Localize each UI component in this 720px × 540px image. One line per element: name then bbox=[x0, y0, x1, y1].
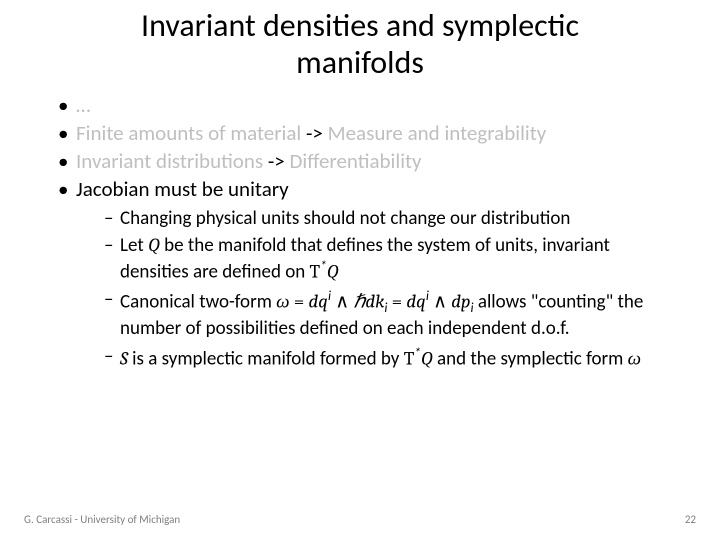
bullet-jacobian: Jacobian must be unitary Changing physic… bbox=[58, 176, 680, 370]
sub-symplectic-manifold: S is a symplectic manifold formed by T*Q… bbox=[104, 345, 680, 371]
footer-page-number: 22 bbox=[685, 513, 696, 526]
math-Q-3: Q bbox=[421, 347, 433, 369]
math-dq-1: dq bbox=[308, 291, 327, 313]
slide-title: Invariant densities and symplectic manif… bbox=[0, 0, 720, 88]
eq-space-1: = bbox=[290, 291, 309, 313]
sub-canonical-two-form: Canonical two-form ω = dqi ∧ ℏdki = dqi … bbox=[104, 288, 680, 340]
bullet-2-part-b: Measure and integrability bbox=[328, 120, 547, 146]
bullet-list: … Finite amounts of material -> Measure … bbox=[0, 92, 720, 371]
math-T-1: T bbox=[310, 260, 321, 282]
sub-2-a: Let bbox=[120, 234, 148, 257]
math-eq: = bbox=[387, 291, 406, 313]
math-star-2: * bbox=[414, 344, 421, 361]
bullet-3-arrow: -> bbox=[268, 148, 290, 174]
sub-let-q: Let Q be the manifold that defines the s… bbox=[104, 234, 680, 284]
math-S: S bbox=[120, 347, 128, 369]
math-hbar: ℏ bbox=[353, 291, 365, 313]
bullet-ellipsis: … bbox=[58, 92, 680, 118]
sub-4-b: and the symplectic form bbox=[433, 347, 628, 370]
math-T-2: T bbox=[404, 347, 415, 369]
sub-4-a: is a symplectic manifold formed by bbox=[128, 347, 404, 370]
math-dq-2: dq bbox=[406, 291, 425, 313]
sub-3-a: Canonical two-form bbox=[120, 291, 276, 314]
bullet-ellipsis-text: … bbox=[76, 92, 91, 118]
bullet-2-part-a: Finite amounts of material bbox=[76, 120, 306, 146]
bullet-finite-amounts: Finite amounts of material -> Measure an… bbox=[58, 120, 680, 146]
bullet-2-arrow: -> bbox=[306, 120, 328, 146]
math-star-1: * bbox=[320, 257, 327, 274]
bullet-invariant-distributions: Invariant distributions -> Differentiabi… bbox=[58, 148, 680, 174]
math-omega-1: ω bbox=[276, 291, 289, 313]
sub-changing-units: Changing physical units should not chang… bbox=[104, 207, 680, 231]
sub-1-text: Changing physical units should not chang… bbox=[120, 207, 570, 230]
math-dk: dk bbox=[365, 291, 384, 313]
math-dp: dp bbox=[451, 291, 470, 313]
math-Q-2: Q bbox=[327, 260, 339, 282]
footer-author: G. Carcassi - University of Michigan bbox=[24, 513, 180, 526]
bullet-3-part-a: Invariant distributions bbox=[76, 148, 268, 174]
bullet-3-part-b: Differentiability bbox=[290, 148, 422, 174]
math-wedge-2: ∧ bbox=[429, 291, 451, 313]
sub-2-b: be the manifold that defines the system … bbox=[120, 234, 610, 283]
sub-bullet-list: Changing physical units should not chang… bbox=[76, 207, 680, 371]
bullet-4-text: Jacobian must be unitary bbox=[76, 176, 289, 202]
math-Q-1: Q bbox=[148, 234, 160, 256]
slide: Invariant densities and symplectic manif… bbox=[0, 0, 720, 540]
math-omega-2: ω bbox=[628, 347, 641, 369]
title-line-2: manifolds bbox=[296, 43, 424, 82]
title-line-1: Invariant densities and symplectic bbox=[141, 6, 579, 45]
math-wedge-1: ∧ bbox=[331, 291, 353, 313]
